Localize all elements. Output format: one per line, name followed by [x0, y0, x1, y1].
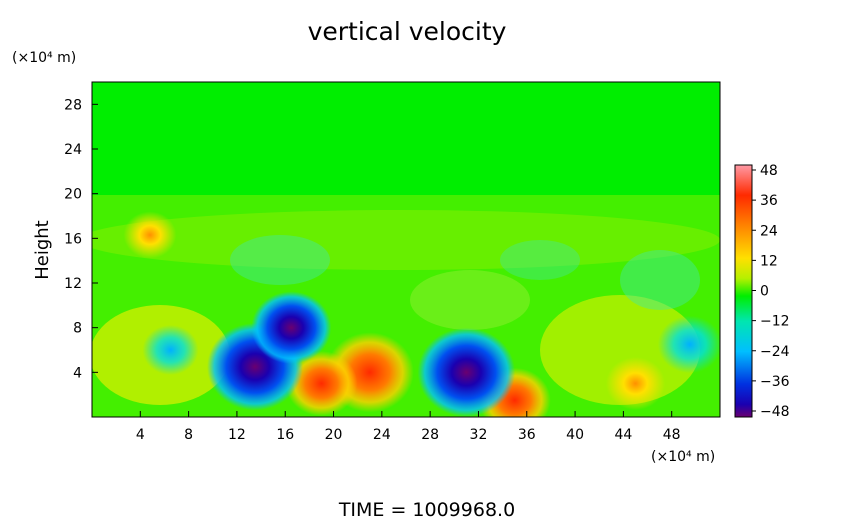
- x-tick-label: 44: [614, 427, 632, 443]
- y-axis-label: Height: [32, 220, 53, 280]
- y-tick-label: 8: [73, 321, 82, 337]
- downdraft-cell: [251, 291, 332, 364]
- x-tick-label: 20: [325, 427, 343, 443]
- time-readout: TIME = 1009968.0: [338, 499, 515, 519]
- x-tick-label: 4: [136, 427, 145, 443]
- colorbar-tick-label: 24: [760, 223, 778, 239]
- colorbar-tick-label: −36: [760, 374, 790, 390]
- colorbar-tick-label: 12: [760, 253, 778, 269]
- colorbar-tick-label: −48: [760, 404, 790, 420]
- y-tick-label: 4: [73, 365, 82, 381]
- chart-title: vertical velocity: [308, 17, 507, 46]
- features-layer: [123, 211, 720, 417]
- updraft-cell: [123, 211, 177, 259]
- y-tick-label: 24: [64, 142, 82, 158]
- x-tick-label: 16: [276, 427, 294, 443]
- x-tick-label: 24: [373, 427, 391, 443]
- x-tick-label: 36: [518, 427, 536, 443]
- y-tick-label: 16: [64, 231, 82, 247]
- time-value: 1009968.0: [412, 499, 515, 519]
- time-label: TIME: [338, 499, 385, 519]
- x-tick-label: 8: [184, 427, 193, 443]
- x-tick-label: 32: [470, 427, 488, 443]
- y-tick-label: 12: [64, 276, 82, 292]
- colorbar-tick-label: 48: [760, 163, 778, 179]
- colorbar-tick-label: 36: [760, 193, 778, 209]
- downdraft-cell: [142, 325, 199, 375]
- plot-frame: [91, 81, 721, 418]
- updraft-cell: [605, 357, 666, 410]
- x-axis-ticks: 4 8 12 16 20 24 28 32 36 40 44 48: [136, 411, 681, 443]
- y-tick-label: 28: [64, 97, 82, 113]
- y-axis-unit: (×10⁴ m): [12, 50, 76, 66]
- colorbar: [734, 164, 753, 418]
- y-axis-ticks: 4 8 12 16 20 24 28: [64, 97, 98, 381]
- x-tick-label: 40: [566, 427, 584, 443]
- heatmap-field: [92, 82, 720, 417]
- colorbar-ticks: 48 36 24 12 0 −12 −24 −36 −48: [752, 163, 790, 420]
- colorbar-tick-label: −24: [760, 344, 790, 360]
- x-tick-label: 12: [228, 427, 246, 443]
- colorbar-tick-label: 0: [760, 284, 769, 300]
- updraft-cell: [285, 351, 358, 416]
- colorbar-tick-label: −12: [760, 314, 790, 330]
- downdraft-cell: [417, 327, 516, 417]
- x-tick-label: 48: [663, 427, 681, 443]
- x-axis-unit: (×10⁴ m): [651, 449, 715, 465]
- y-tick-label: 20: [64, 187, 82, 203]
- downdraft-cell: [657, 315, 720, 374]
- x-tick-label: 28: [421, 427, 439, 443]
